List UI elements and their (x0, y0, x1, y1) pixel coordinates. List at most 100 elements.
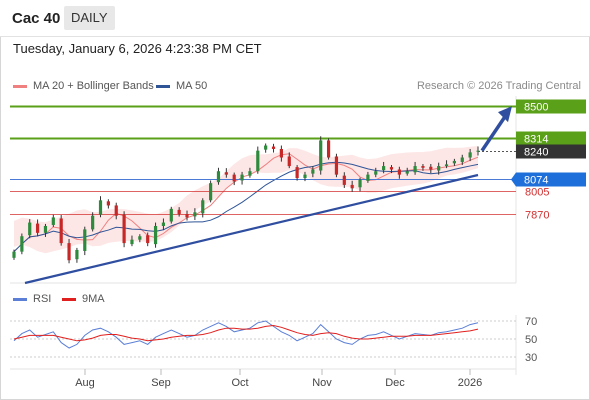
legend-item-ma50: MA 50 (156, 80, 207, 92)
candle-body (28, 222, 32, 236)
candle-body (342, 175, 346, 185)
legend-item-9ma: 9MA (62, 293, 105, 305)
candle-body (138, 236, 142, 240)
candle-body (114, 205, 118, 216)
candle-body (59, 218, 63, 244)
x-tick-label-Aug: Aug (75, 377, 95, 389)
candle-body (216, 171, 221, 183)
candle-body (130, 239, 134, 245)
legend-label-9ma: 9MA (82, 293, 105, 305)
candle-body (460, 157, 464, 162)
candle-body (421, 166, 425, 168)
candle-body (295, 167, 299, 179)
candle-body (279, 148, 283, 158)
candle-body (303, 174, 307, 179)
candle-body (67, 243, 71, 261)
candle-body (177, 209, 181, 214)
chart-header: Cac 40 DAILY (0, 0, 590, 37)
level-label-7870: 7870 (525, 210, 549, 222)
x-tick-label-Oct: Oct (231, 377, 248, 389)
candle-body (334, 156, 339, 175)
x-tick-label-2026: 2026 (458, 377, 482, 389)
candle-body (122, 214, 126, 244)
legend-swatch-rsi (13, 297, 27, 301)
level-tag-8240 (516, 144, 586, 159)
candle-body (405, 171, 409, 174)
candle-body (350, 184, 354, 189)
candle-body (374, 171, 378, 175)
legend-item-rsi: RSI (13, 293, 51, 305)
copyright-note: Research © 2026 Trading Central (416, 80, 581, 92)
x-tick-label-Nov: Nov (312, 377, 332, 389)
candle-body (169, 208, 173, 222)
candle-body (153, 225, 158, 245)
bollinger-band (14, 146, 478, 254)
level-label-8074: 8074 (524, 175, 548, 187)
legend-label-rsi: RSI (33, 293, 52, 305)
candle-body (311, 169, 315, 174)
level-tag-8314 (516, 131, 586, 146)
candle-body (224, 172, 228, 175)
period-badge[interactable]: DAILY (64, 6, 115, 30)
legend-label-ma50: MA 50 (176, 80, 208, 92)
candle-body (358, 179, 362, 188)
candle-body (20, 236, 24, 252)
candle-body (106, 201, 110, 206)
candle-body (476, 150, 480, 152)
candle-body (12, 251, 16, 258)
level-tag-8074 (511, 172, 586, 187)
header-divider (0, 36, 590, 37)
candle-body (271, 146, 276, 149)
candle-body (193, 212, 197, 217)
candle-body (51, 217, 55, 225)
level-label-8500: 8500 (524, 102, 548, 114)
legend-swatch-ma20 (13, 84, 27, 88)
projection-arrow-shaft (480, 114, 508, 152)
instrument-title: Cac 40 (12, 10, 61, 27)
candle-body (437, 166, 441, 171)
candle-body (256, 150, 260, 172)
x-tick-label-Dec: Dec (385, 377, 405, 389)
level-label-8240: 8240 (524, 147, 548, 159)
rsi-tick-70: 70 (525, 316, 537, 328)
candle-body (326, 140, 331, 158)
candle-body (75, 249, 79, 260)
candle-body (444, 164, 449, 167)
legend-swatch-9ma (62, 297, 76, 301)
candle-body (83, 229, 87, 251)
candle-body (397, 169, 401, 175)
legend-swatch-ma50 (156, 84, 170, 88)
candle-body (185, 214, 189, 218)
candle-body (264, 145, 268, 150)
level-tag-8500 (516, 99, 586, 114)
candle-body (452, 160, 457, 164)
candle-body (146, 235, 150, 244)
candle-body (248, 171, 252, 176)
rsi-tick-50: 50 (525, 334, 537, 346)
timestamp: Tuesday, January 6, 2026 4:23:38 PM CET (13, 41, 262, 56)
legend-label-ma20: MA 20 + Bollinger Bands (33, 80, 154, 92)
candle-body (240, 174, 244, 181)
candle-body (91, 215, 95, 230)
candle-body (319, 140, 323, 171)
candle-body (161, 222, 166, 226)
candle-body (389, 167, 394, 170)
candle-body (43, 225, 48, 233)
x-tick-label-Sep: Sep (151, 377, 171, 389)
projection-arrowhead (498, 106, 512, 123)
rsi-line (13, 320, 479, 349)
rsi-tick-30: 30 (525, 352, 537, 364)
candle-body (98, 200, 103, 215)
candle-body (201, 200, 205, 214)
rsi-9ma-line (13, 324, 479, 342)
candle-body (468, 152, 472, 158)
candle-body (366, 174, 370, 181)
uptrend-line (24, 173, 479, 285)
candle-body (413, 166, 417, 173)
level-label-8005: 8005 (525, 187, 549, 199)
level-label-8314: 8314 (524, 134, 548, 146)
candle-body (232, 174, 236, 182)
candle-body (209, 183, 213, 201)
candle-body (429, 166, 433, 170)
